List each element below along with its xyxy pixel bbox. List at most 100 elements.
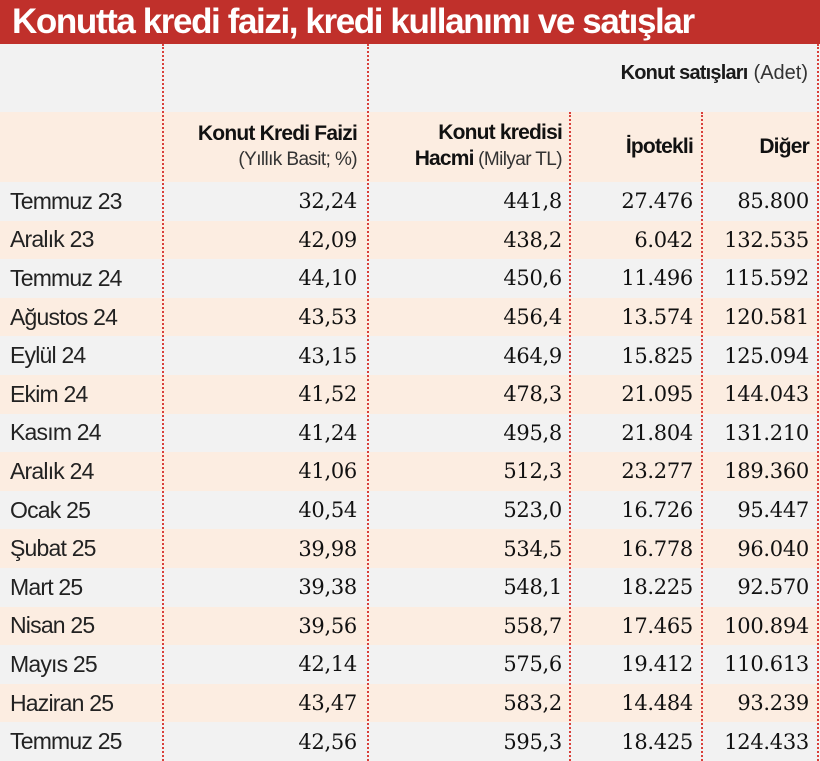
table-row: Mayıs 25 42,14 575,6 19.412 110.613 <box>0 645 820 684</box>
mortgaged-sales-cell: 11.496 <box>621 266 693 291</box>
other-sales-cell: 110.613 <box>724 652 809 677</box>
table-row: Ocak 25 40,54 523,0 16.726 95.447 <box>0 490 820 530</box>
table-row: Eylül 24 43,15 464,9 15.825 125.094 <box>0 336 820 375</box>
volume-cell: 441,8 <box>503 189 562 214</box>
rate-cell: 32,24 <box>298 189 357 214</box>
mortgaged-sales-cell: 13.574 <box>621 305 693 330</box>
table-row: Temmuz 23 32,24 441,8 27.476 85.800 <box>0 182 820 221</box>
column-header-rate-title: Konut Kredi Faizi <box>197 122 358 145</box>
period-cell: Ağustos 24 <box>10 303 118 330</box>
period-cell: Eylül 24 <box>10 342 86 369</box>
volume-cell: 495,8 <box>503 420 562 445</box>
column-header-other: Diğer <box>704 112 809 182</box>
period-cell: Temmuz 25 <box>10 728 122 755</box>
rate-cell: 41,24 <box>298 420 357 445</box>
column-divider <box>701 112 703 761</box>
rate-cell: 43,47 <box>298 691 357 716</box>
column-header-rate-unit: (Yıllık Basit; %) <box>238 149 357 170</box>
period-cell: Haziran 25 <box>10 689 114 716</box>
mortgaged-sales-cell: 16.778 <box>621 536 693 561</box>
column-header-volume: Konut kredisi Hacmi (Milyar TL) <box>370 112 563 182</box>
rate-cell: 43,53 <box>298 305 357 330</box>
period-cell: Temmuz 23 <box>10 187 122 214</box>
table-row: Kasım 24 41,24 495,8 21.804 131.210 <box>0 413 820 453</box>
volume-cell: 595,3 <box>503 729 562 754</box>
volume-cell: 575,6 <box>503 652 562 677</box>
mortgaged-sales-cell: 18.425 <box>621 729 693 754</box>
column-header-mortgaged: İpotekli <box>572 112 694 182</box>
table-row: Aralık 24 41,06 512,3 23.277 189.360 <box>0 452 820 491</box>
rate-cell: 44,10 <box>298 266 357 291</box>
mortgaged-sales-cell: 19.412 <box>621 652 693 677</box>
column-header-volume-title-line1: Konut kredisi <box>438 121 563 144</box>
column-header-volume-unit: (Milyar TL) <box>478 149 562 170</box>
sales-group-title-unit: (Adet) <box>753 62 808 84</box>
other-sales-cell: 131.210 <box>724 420 809 445</box>
column-header-volume-title-line2: Hacmi <box>414 147 475 170</box>
other-sales-cell: 96.040 <box>737 536 809 561</box>
period-cell: Kasım 24 <box>10 419 102 446</box>
column-header-other-title: Diğer <box>759 135 809 158</box>
other-sales-cell: 124.433 <box>724 729 809 754</box>
table-row: Aralık 23 42,09 438,2 6.042 132.535 <box>0 220 820 260</box>
other-sales-cell: 132.535 <box>724 227 809 252</box>
page-title: Konutta kredi faizi, kredi kullanımı ve … <box>0 0 820 44</box>
table-row: Ağustos 24 43,53 456,4 13.574 120.581 <box>0 297 820 337</box>
volume-cell: 583,2 <box>503 691 562 716</box>
other-sales-cell: 120.581 <box>724 305 809 330</box>
table-row: Haziran 25 43,47 583,2 14.484 93.239 <box>0 683 820 723</box>
other-sales-cell: 189.360 <box>724 459 809 484</box>
other-sales-cell: 92.570 <box>737 575 809 600</box>
period-cell: Temmuz 24 <box>10 264 122 291</box>
period-cell: Mart 25 <box>10 573 83 600</box>
mortgaged-sales-cell: 15.825 <box>621 343 693 368</box>
table-row: Temmuz 25 42,56 595,3 18.425 124.433 <box>0 722 820 761</box>
mortgaged-sales-cell: 18.225 <box>621 575 693 600</box>
volume-cell: 438,2 <box>503 227 562 252</box>
column-header-mortgaged-title: İpotekli <box>625 135 694 158</box>
volume-cell: 548,1 <box>503 575 562 600</box>
sales-group-title: Konut satışları (Adet) <box>621 62 808 85</box>
mortgaged-sales-cell: 17.465 <box>621 613 693 638</box>
period-cell: Aralık 23 <box>10 226 94 253</box>
table-group-header: Konut satışları (Adet) <box>0 44 820 112</box>
rate-cell: 39,56 <box>298 613 357 638</box>
period-cell: Aralık 24 <box>10 457 94 484</box>
volume-cell: 534,5 <box>503 536 562 561</box>
rate-cell: 39,98 <box>298 536 357 561</box>
rate-cell: 42,09 <box>298 227 357 252</box>
volume-cell: 512,3 <box>503 459 562 484</box>
volume-cell: 523,0 <box>503 498 562 523</box>
rate-cell: 41,52 <box>298 382 357 407</box>
sales-group-title-bold: Konut satışları <box>620 62 749 84</box>
rate-cell: 43,15 <box>298 343 357 368</box>
rate-cell: 41,06 <box>298 459 357 484</box>
mortgaged-sales-cell: 21.804 <box>621 420 693 445</box>
rate-cell: 40,54 <box>298 498 357 523</box>
rate-cell: 42,56 <box>298 729 357 754</box>
mortgaged-sales-cell: 27.476 <box>621 189 693 214</box>
table-column-header: Konut Kredi Faizi (Yıllık Basit; %) Konu… <box>0 112 820 182</box>
volume-cell: 478,3 <box>503 382 562 407</box>
column-divider <box>569 112 571 761</box>
table-row: Temmuz 24 44,10 450,6 11.496 115.592 <box>0 259 820 298</box>
other-sales-cell: 95.447 <box>737 498 809 523</box>
period-cell: Ekim 24 <box>10 380 88 407</box>
other-sales-cell: 100.894 <box>724 613 809 638</box>
mortgaged-sales-cell: 16.726 <box>621 498 693 523</box>
other-sales-cell: 93.239 <box>737 691 809 716</box>
table-row: Şubat 25 39,98 534,5 16.778 96.040 <box>0 529 820 568</box>
column-divider <box>367 44 369 761</box>
mortgaged-sales-cell: 21.095 <box>621 382 693 407</box>
period-cell: Ocak 25 <box>10 496 91 523</box>
period-cell: Şubat 25 <box>10 535 96 562</box>
rate-cell: 42,14 <box>298 652 357 677</box>
other-sales-cell: 125.094 <box>724 343 809 368</box>
table-row: Nisan 25 39,56 558,7 17.465 100.894 <box>0 606 820 646</box>
other-sales-cell: 144.043 <box>724 382 809 407</box>
volume-cell: 558,7 <box>503 613 562 638</box>
rate-cell: 39,38 <box>298 575 357 600</box>
volume-cell: 456,4 <box>503 305 562 330</box>
volume-cell: 450,6 <box>503 266 562 291</box>
mortgaged-sales-cell: 6.042 <box>634 227 693 252</box>
